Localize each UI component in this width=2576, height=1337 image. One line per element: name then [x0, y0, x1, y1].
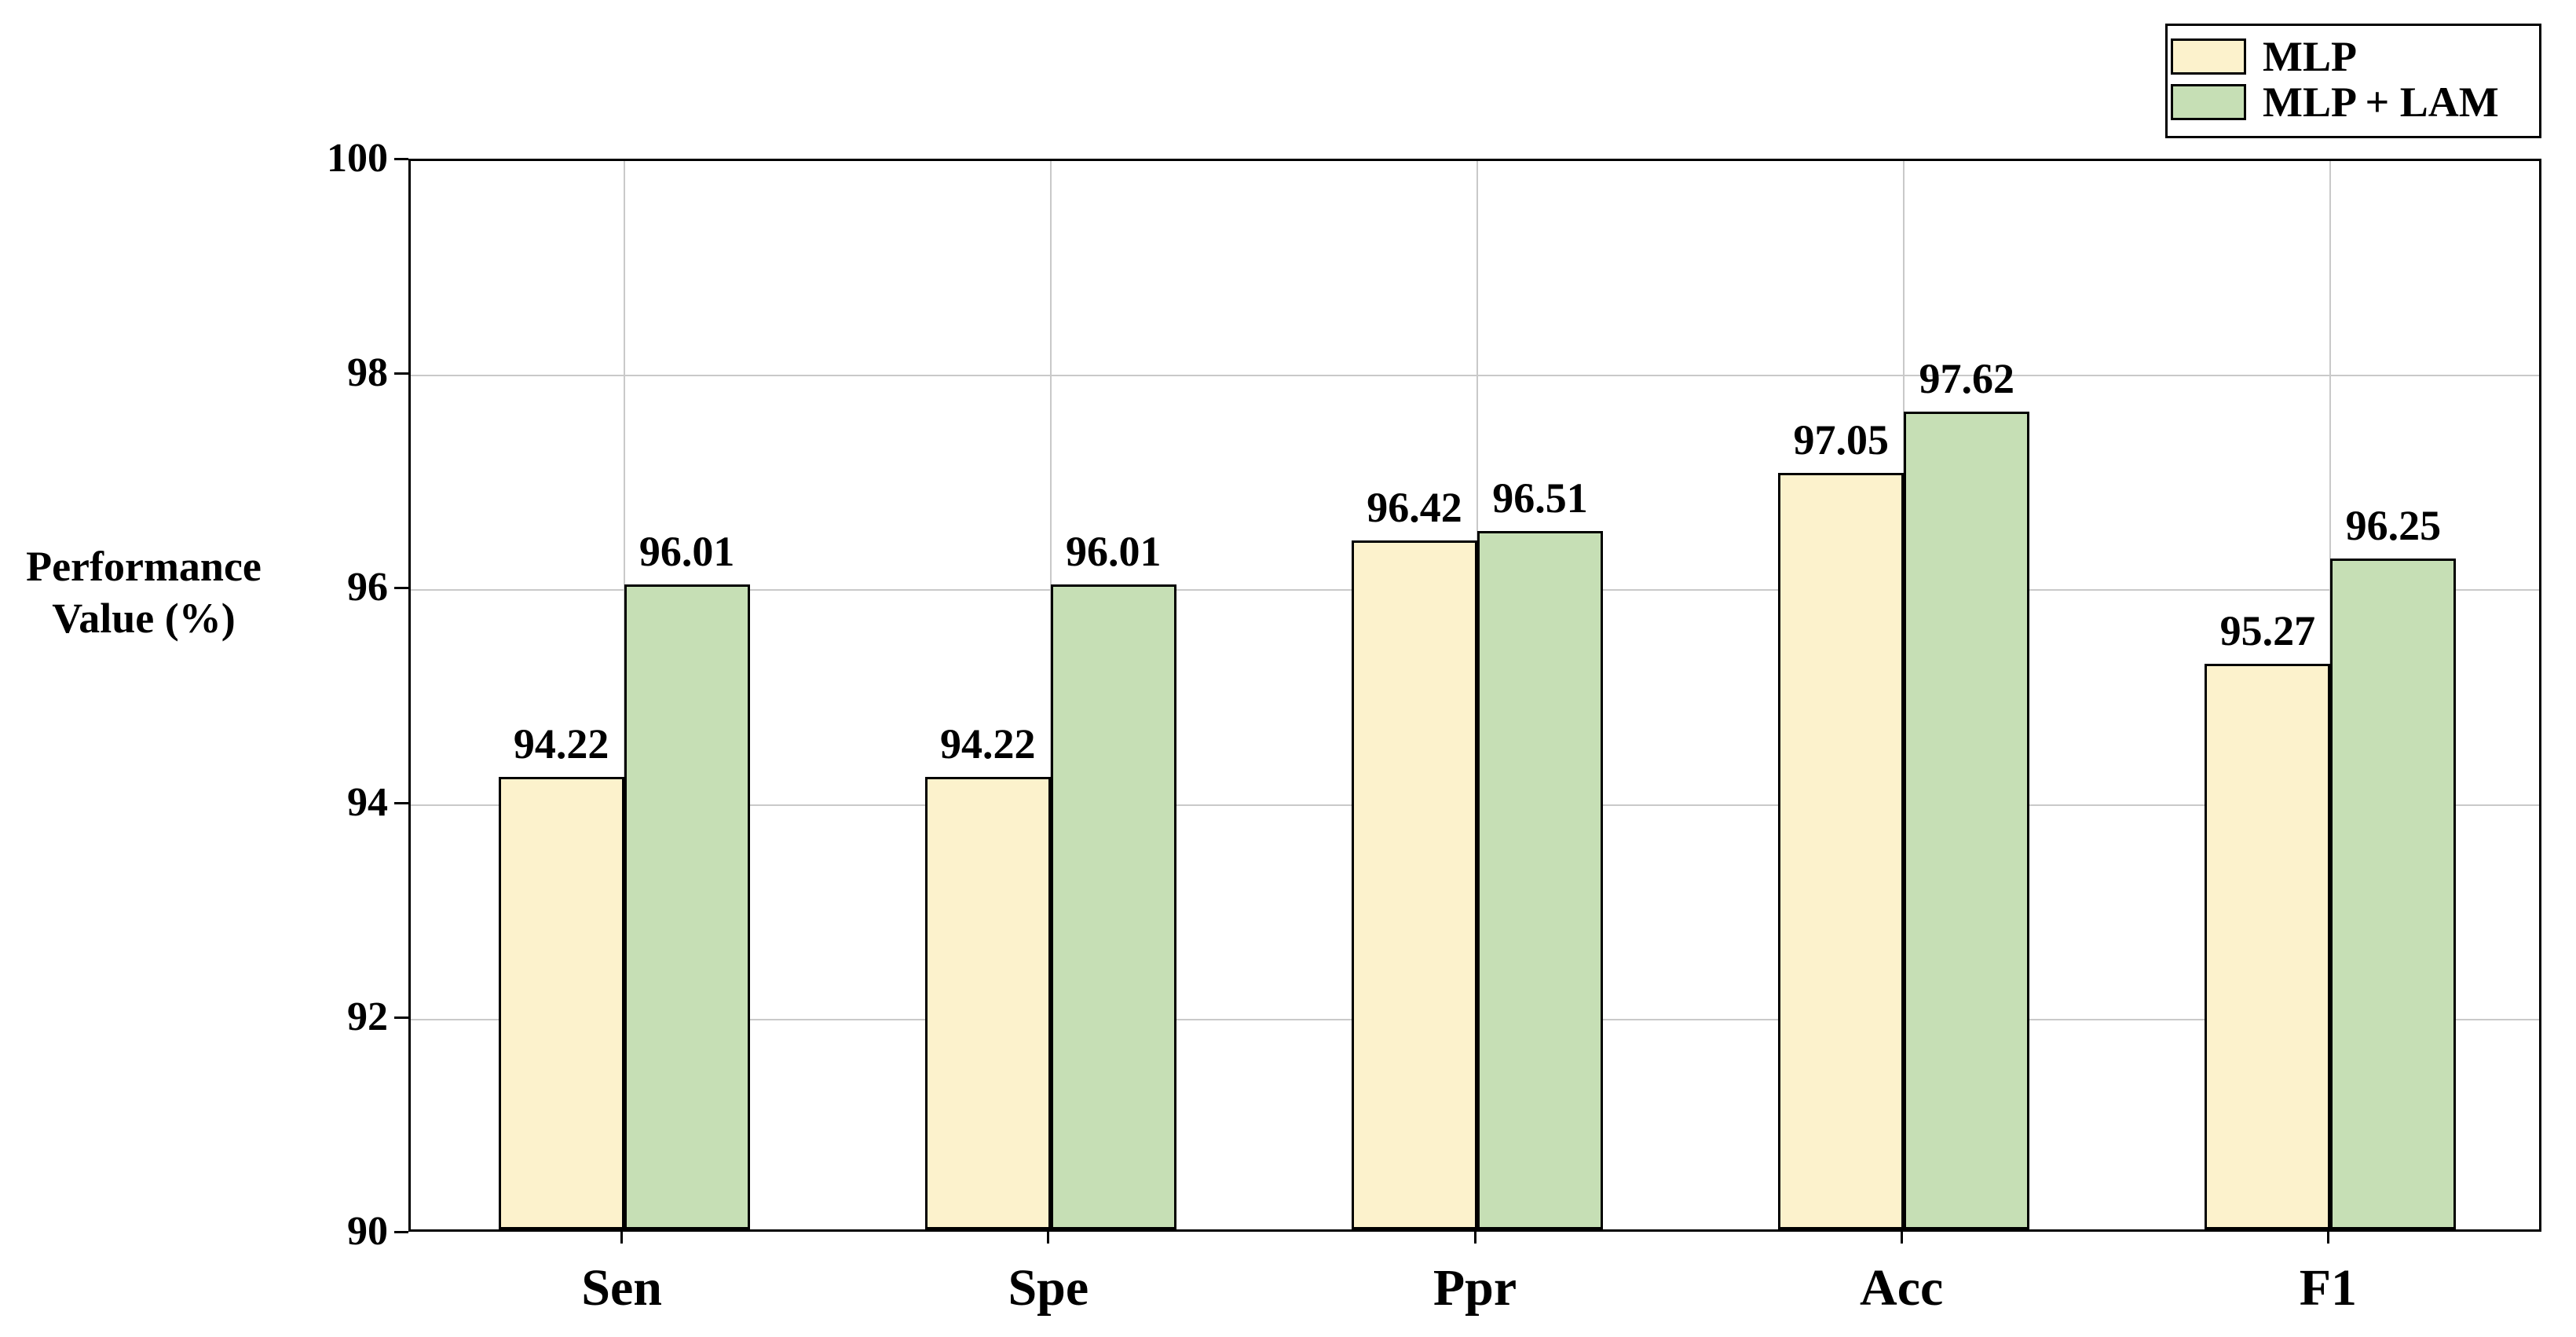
x-category-label: Sen [581, 1259, 662, 1317]
y-tick-mark [394, 1231, 408, 1233]
bar-MLP+LAM-Spe [1050, 584, 1176, 1229]
y-tick-label: 90 [347, 1209, 388, 1254]
y-tick-mark [394, 1016, 408, 1019]
bar-value-label: 96.42 [1367, 484, 1462, 532]
x-tick-mark [1900, 1232, 1903, 1244]
bar-MLP-Acc [1778, 472, 1905, 1229]
bar-value-label: 97.05 [1793, 416, 1889, 463]
legend-swatch-MLP [2171, 38, 2246, 75]
legend: MLP MLP + LAM [2165, 24, 2541, 138]
x-tick-mark [1047, 1232, 1050, 1244]
y-tick-mark [394, 587, 408, 590]
legend-swatch-MLP+LAM [2171, 84, 2246, 120]
legend-item: MLP [2171, 34, 2539, 79]
bar-MLP-Spe [924, 776, 1051, 1229]
x-category-label: Spe [1008, 1259, 1089, 1317]
bar-MLP-Sen [498, 776, 624, 1229]
bar-value-label: 94.22 [513, 720, 609, 767]
y-tick-mark [394, 801, 408, 804]
bar-value-label: 96.51 [1492, 474, 1588, 522]
bar-MLP+LAM-Sen [624, 584, 750, 1229]
x-tick-mark [1473, 1232, 1476, 1244]
y-tick-label: 100 [327, 136, 388, 181]
bar-value-label: 97.62 [1919, 355, 2014, 403]
bar-MLP-F1 [2205, 664, 2331, 1229]
x-category-label: Ppr [1433, 1259, 1517, 1317]
y-tick-label: 98 [347, 350, 388, 396]
bar-value-label: 94.22 [940, 720, 1036, 767]
y-tick-label: 96 [347, 565, 388, 610]
bar-value-label: 95.27 [2219, 607, 2316, 655]
y-axis-title: Performance Value (%) [0, 540, 287, 644]
y-tick-mark [394, 372, 408, 375]
legend-label: MLP [2263, 33, 2357, 80]
bar-MLP+LAM-Acc [1904, 412, 2030, 1229]
bar-MLP+LAM-Ppr [1477, 530, 1603, 1229]
legend-label: MLP + LAM [2263, 79, 2499, 126]
bar-value-label: 96.01 [1066, 528, 1162, 576]
y-axis-title-line1: Performance [26, 543, 262, 590]
x-category-label: Acc [1860, 1259, 1944, 1317]
x-tick-mark [620, 1232, 624, 1244]
bar-MLP+LAM-F1 [2330, 559, 2457, 1229]
y-tick-label: 92 [347, 994, 388, 1039]
y-axis-title-line2: Value (%) [52, 595, 236, 642]
bar-value-label: 96.01 [639, 528, 735, 576]
legend-item: MLP + LAM [2171, 79, 2539, 125]
bar-value-label: 96.25 [2345, 502, 2442, 550]
x-category-label: F1 [2299, 1259, 2358, 1317]
bar-MLP-Ppr [1352, 540, 1477, 1229]
y-tick-mark [394, 158, 408, 160]
gridline-horizontal [411, 375, 2539, 377]
x-tick-mark [2326, 1232, 2329, 1244]
y-tick-label: 94 [347, 779, 388, 825]
plot-area: 94.22 94.22 96.42 97.05 95.27 96.01 96.01 96.51… [408, 159, 2541, 1232]
